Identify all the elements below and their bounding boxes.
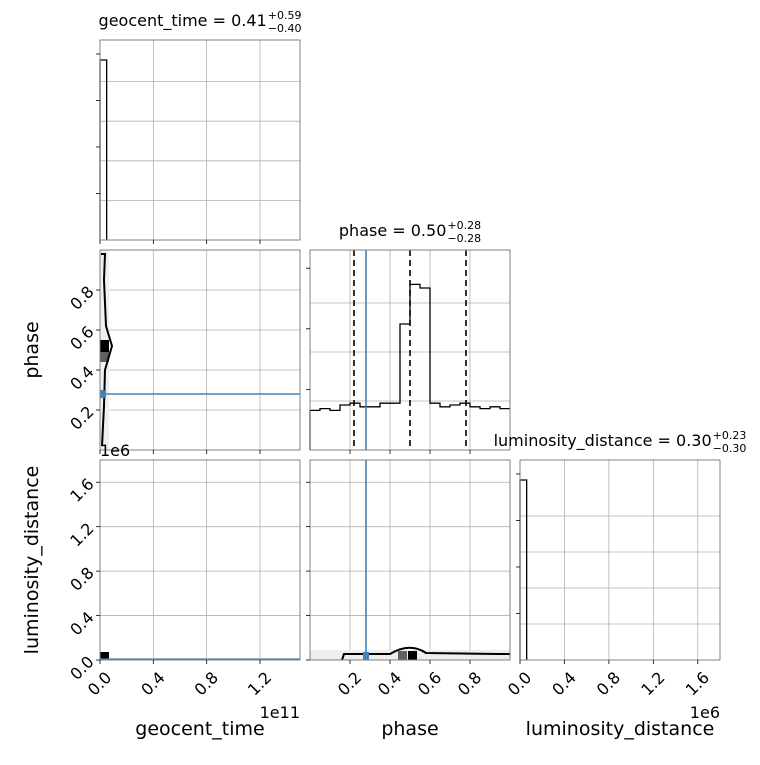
x-tick-label: 0.4 <box>374 668 405 699</box>
title-main: phase = 0.50 <box>339 221 446 240</box>
x-axis-label-luminosity-distance: luminosity_distance <box>526 718 715 740</box>
density-contour <box>101 253 114 447</box>
x-tick-label: 0.0 <box>504 668 535 699</box>
x-tick-label: 0.8 <box>593 668 624 699</box>
panel-title-2: luminosity_distance = 0.30+0.23 −0.30 <box>494 429 747 455</box>
truth-marker <box>100 390 106 398</box>
x-axis-label-phase: phase <box>381 718 438 740</box>
density-mid <box>398 651 407 660</box>
x-offset-luminosity-distance: 1e6 <box>690 703 720 722</box>
panel-frame <box>99 249 301 451</box>
panel-frame <box>309 459 511 661</box>
title-minus: −0.40 <box>268 22 302 35</box>
y-axis-label-phase: phase <box>21 321 43 378</box>
panel-frame <box>309 249 511 451</box>
density-core <box>100 340 109 352</box>
x-tick-label: 0.2 <box>334 668 365 699</box>
y-tick-label: 0.8 <box>66 563 97 594</box>
panel-title-1: phase = 0.50+0.28 −0.28 <box>339 219 481 245</box>
y-tick-label: 0.4 <box>66 362 97 393</box>
title-minus: −0.28 <box>447 232 481 245</box>
x-tick-label: 1.2 <box>637 668 668 699</box>
title-plus: +0.28 <box>447 219 481 232</box>
x-tick-label: 0.4 <box>137 668 168 699</box>
density-contour <box>341 646 510 661</box>
panel-frame <box>519 459 721 661</box>
truth-marker <box>363 652 369 660</box>
y-axis-label-luminosity-distance: luminosity_distance <box>21 466 43 655</box>
x-tick-label: 0.8 <box>191 668 222 699</box>
luminosity-distance-histogram <box>519 479 528 660</box>
title-main: luminosity_distance = 0.30 <box>494 431 712 451</box>
panel-title-0: geocent_time = 0.41+0.59 −0.40 <box>99 9 302 35</box>
y-tick-label: 0.6 <box>66 322 97 353</box>
x-offset-geocent-time: 1e11 <box>260 703 300 722</box>
x-tick-label: 0.6 <box>414 668 445 699</box>
geocent-time-histogram <box>99 59 108 240</box>
x-tick-label: 0.4 <box>548 668 579 699</box>
title-main: geocent_time = 0.41 <box>99 11 267 31</box>
y-tick-label: 0.4 <box>66 608 97 639</box>
x-tick-label: 1.2 <box>244 668 275 699</box>
density-mid <box>100 352 109 362</box>
y-tick-label: 0.2 <box>66 402 97 433</box>
x-tick-label: 0.8 <box>454 668 485 699</box>
y-tick-label: 0.8 <box>66 282 97 313</box>
y-tick-label: 1.6 <box>66 474 97 505</box>
density-core <box>408 651 417 660</box>
x-tick-label: 1.6 <box>682 668 713 699</box>
title-plus: +0.23 <box>713 429 747 442</box>
density-core <box>100 652 109 660</box>
y-offset-luminosity-distance: 1e6 <box>100 441 130 460</box>
title-plus: +0.59 <box>268 9 302 22</box>
title-minus: −0.30 <box>713 442 747 455</box>
y-tick-label: 1.2 <box>66 519 97 550</box>
panel-frame <box>99 39 301 241</box>
panel-frame <box>99 459 301 661</box>
x-axis-label-geocent-time: geocent_time <box>135 718 264 740</box>
